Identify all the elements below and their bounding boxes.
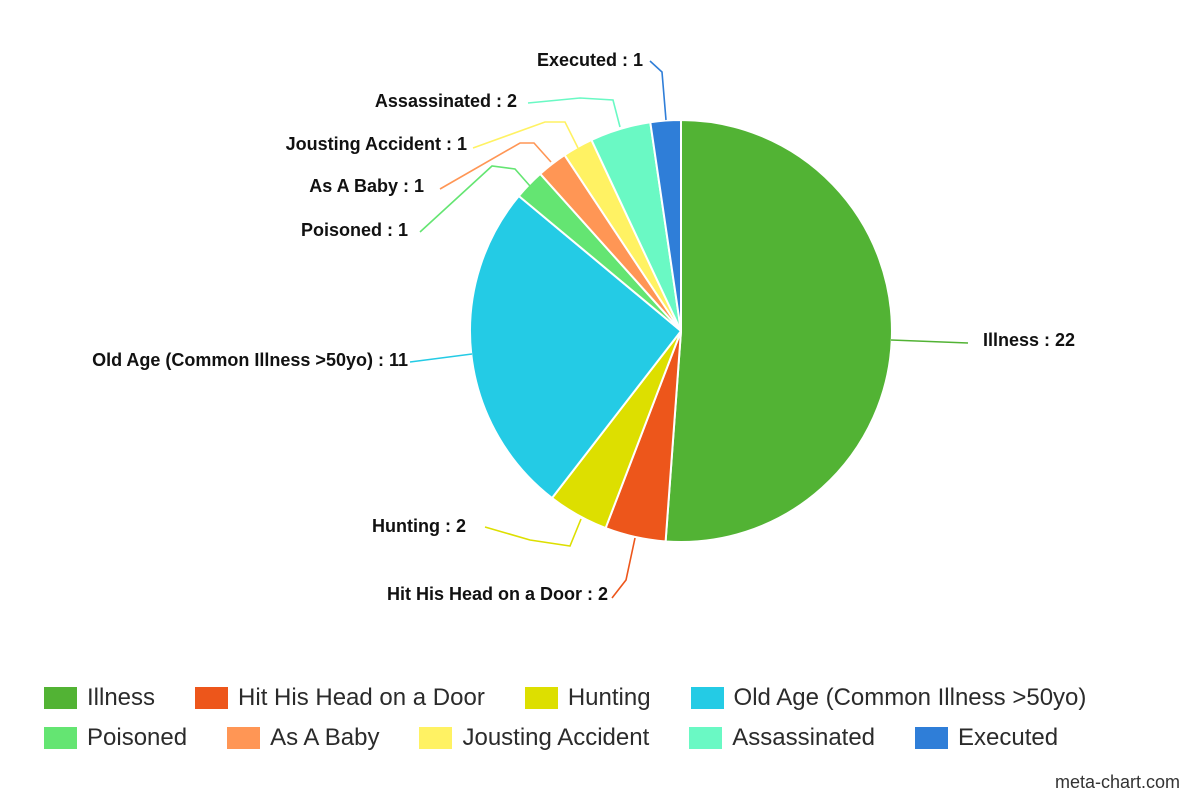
leader-line-hit-head-door bbox=[611, 537, 636, 599]
legend-label-executed: Executed bbox=[958, 724, 1059, 751]
legend-swatch-old-age bbox=[690, 687, 724, 709]
data-label-hit-head-door: Hit His Head on a Door : 2 bbox=[387, 584, 608, 604]
legend-item-illness[interactable]: Illness bbox=[44, 684, 155, 712]
legend-item-assassinated[interactable]: Assassinated bbox=[689, 724, 875, 752]
legend-item-executed[interactable]: Executed bbox=[915, 724, 1058, 752]
legend-item-jousting-accident[interactable]: Jousting Accident bbox=[419, 724, 649, 752]
data-label-illness: Illness : 22 bbox=[983, 330, 1075, 350]
legend-swatch-hit-head-door bbox=[195, 687, 229, 709]
data-label-jousting-accident: Jousting Accident : 1 bbox=[286, 134, 467, 154]
data-label-as-a-baby: As A Baby : 1 bbox=[309, 176, 424, 196]
leader-line-as-a-baby bbox=[439, 142, 552, 190]
legend-label-as-a-baby: As A Baby bbox=[270, 724, 380, 751]
meta-chart-credit[interactable]: meta-chart.com bbox=[1054, 772, 1180, 792]
legend-row-1: Illness Hit His Head on a Door Hunting O… bbox=[44, 678, 1174, 718]
legend-label-illness: Illness bbox=[87, 684, 156, 711]
legend-label-assassinated: Assassinated bbox=[732, 724, 876, 751]
legend-item-as-a-baby[interactable]: As A Baby bbox=[227, 724, 379, 752]
data-label-poisoned: Poisoned : 1 bbox=[301, 220, 408, 240]
legend-label-jousting-accident: Jousting Accident bbox=[462, 724, 650, 751]
leader-line-illness bbox=[890, 339, 969, 344]
legend-swatch-as-a-baby bbox=[227, 727, 261, 749]
data-label-assassinated: Assassinated : 2 bbox=[375, 91, 517, 111]
data-label-old-age: Old Age (Common Illness >50yo) : 11 bbox=[92, 350, 408, 370]
legend-swatch-poisoned bbox=[44, 727, 77, 749]
legend-item-poisoned[interactable]: Poisoned bbox=[44, 724, 187, 752]
leader-line-assassinated bbox=[527, 97, 621, 128]
pie-slice-executed[interactable] bbox=[649, 119, 682, 332]
legend-label-old-age: Old Age (Common Illness >50yo) bbox=[733, 684, 1087, 711]
legend-item-hit-head-door[interactable]: Hit His Head on a Door bbox=[195, 684, 485, 712]
legend-swatch-hunting bbox=[524, 687, 558, 709]
legend-label-poisoned: Poisoned bbox=[87, 724, 188, 751]
pie-chart: Illness : 22 Hit His Head on a Door : 2 Hu… bbox=[92, 50, 1075, 604]
legend-item-old-age[interactable]: Old Age (Common Illness >50yo) bbox=[690, 684, 1087, 712]
legend-label-hunting: Hunting bbox=[567, 684, 651, 711]
data-label-hunting: Hunting : 2 bbox=[372, 516, 466, 536]
leader-line-poisoned bbox=[419, 165, 531, 233]
legend-swatch-executed bbox=[915, 727, 949, 749]
leader-line-executed bbox=[649, 60, 667, 121]
legend-swatch-jousting-accident bbox=[419, 727, 453, 749]
legend: Illness Hit His Head on a Door Hunting O… bbox=[44, 678, 1174, 758]
legend-row-2: Poisoned As A Baby Jousting Accident Ass… bbox=[44, 718, 1174, 758]
leader-line-jousting-accident bbox=[472, 121, 579, 149]
leader-line-old-age bbox=[409, 353, 473, 363]
legend-swatch-illness bbox=[44, 687, 77, 709]
leader-line-hunting bbox=[484, 518, 582, 547]
data-label-executed: Executed : 1 bbox=[537, 50, 643, 70]
legend-swatch-assassinated bbox=[689, 727, 723, 749]
pie-slice-illness[interactable] bbox=[664, 119, 893, 543]
legend-item-hunting[interactable]: Hunting bbox=[524, 684, 651, 712]
legend-label-hit-head-door: Hit His Head on a Door bbox=[238, 684, 485, 711]
